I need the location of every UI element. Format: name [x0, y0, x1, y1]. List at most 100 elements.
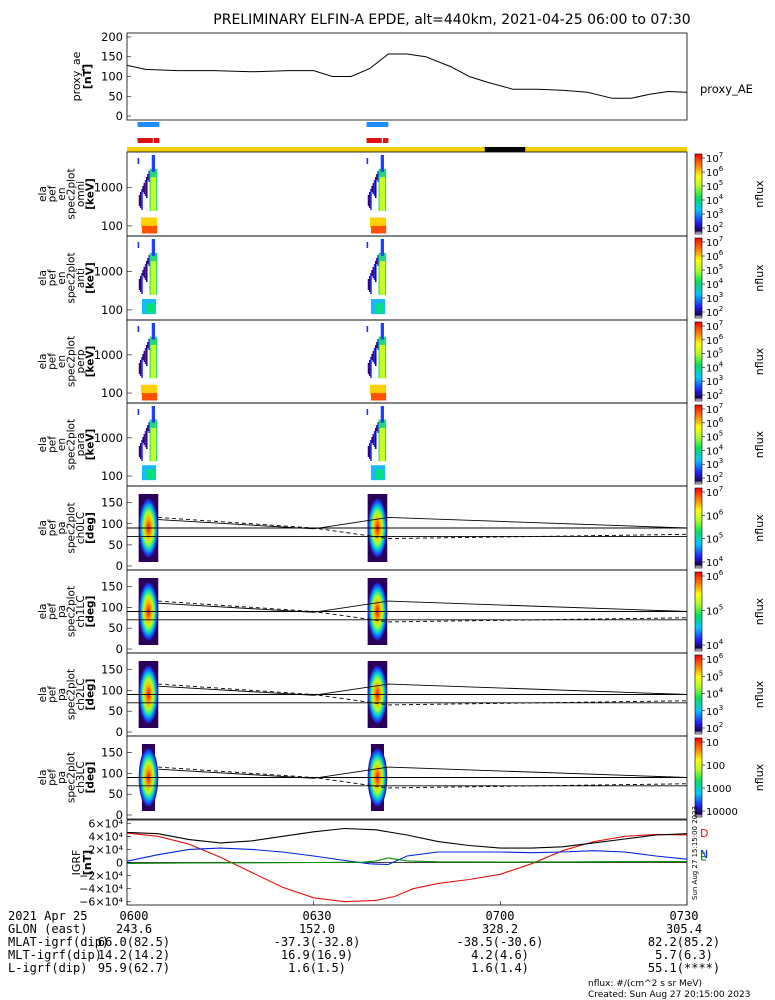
panel-para-noise	[145, 428, 148, 449]
panel-para-noise	[143, 434, 146, 445]
side-stamp: Sun Aug 27 15:15:00 2023	[691, 806, 699, 900]
igrf-ytick-label: 6×10⁴	[88, 817, 123, 830]
panel-anti-noise	[142, 270, 144, 276]
panel-ch1LC-solid-curve	[158, 600, 688, 613]
panel-anti-noise	[374, 261, 377, 282]
panel-anti-noise	[367, 279, 370, 290]
orbit-bar	[127, 147, 687, 152]
panel-para-noise	[374, 428, 377, 449]
zone-1-red-a	[366, 138, 382, 143]
panel-omni-low-red	[370, 225, 387, 234]
panel-omni-noise	[143, 183, 146, 194]
panel-ch0LC-ylabel-line: pef	[46, 519, 58, 536]
panel-perp-noise	[148, 339, 150, 350]
panel-ch1LC-colorbar-ticklabel: 105	[706, 604, 723, 618]
panel-ch0LC-solid-curve	[158, 516, 688, 530]
ephem-r2-c2: -38.5(-30.6)	[457, 935, 544, 949]
spectrogram-panels: 1000100elapefenspec2plotomni[keV]1021031…	[37, 151, 766, 822]
panel-para-frame	[126, 402, 688, 487]
panel-anti-colorbar-ticklabel-exp: 5	[719, 263, 723, 271]
panel-para-colorbar-ticklabel-exp: 2	[719, 471, 723, 479]
panel-ch2LC-ylabel-line: ch2LC	[75, 678, 87, 710]
panel-anti-noise	[138, 279, 141, 290]
panel-anti-colorbar-ticklabel-exp: 3	[719, 291, 723, 299]
panel-omni-burst-0	[137, 155, 158, 234]
eclipse-bar	[484, 147, 526, 152]
panel-perp-colorbar-ticklabel: 105	[706, 347, 723, 361]
panel-ch3LC-colorbar-ticklabel: 10	[706, 738, 719, 749]
panel-para-ylabel-line: en	[56, 438, 68, 451]
panel-ch0LC-ylabel-line: pa	[56, 521, 68, 534]
panel-ch2LC-ytick-label: 150	[101, 663, 123, 677]
panel-omni-colorbar-ticklabel: 107	[706, 151, 723, 165]
ephem-r3-c2: 4.2(4.6)	[471, 948, 529, 962]
panel-ch2LC-dashed-curve	[158, 683, 688, 706]
panel-para-low-green	[375, 469, 384, 480]
panel-anti-ytick-label: 100	[101, 303, 123, 317]
panel-ch3LC-colorbar-ticklabel: 10000	[706, 807, 738, 818]
panel-para-colorbar-label: nflux	[753, 430, 766, 458]
ae-line	[126, 53, 688, 99]
panel-para-ytick-label: 100	[101, 469, 123, 483]
panel-para-colorbar-ticklabel: 105	[706, 430, 723, 444]
panel-perp-colorbar-bar	[694, 321, 703, 402]
ephem-r3-c3: 5.7(6.3)	[655, 948, 713, 962]
panel-para-noise	[370, 440, 372, 461]
panel-omni-colorbar-ticklabel-exp: 3	[719, 207, 723, 215]
panel-ch3LC-ylabel-line: [deg]	[84, 762, 96, 794]
panel-anti-noise	[148, 255, 150, 266]
ae-ylabel-line: proxy_ae	[70, 51, 83, 101]
created-stamp: Created: Sun Aug 27 20:15:00 2023	[588, 990, 750, 1000]
panel-ch0LC-colorbar-ticklabel-exp: 4	[719, 555, 724, 563]
panel-ch0LC-colorbar-label-text: nflux	[753, 514, 766, 542]
panel-anti-colorbar-ticklabel-exp: 7	[719, 235, 723, 243]
igrf-ylabel-line: IGRF	[70, 850, 83, 876]
panel-para-noise	[138, 446, 141, 457]
igrf-series-label-D: D	[700, 827, 708, 840]
panel-perp-noise	[139, 360, 142, 376]
panel-ch1LC-colorbar-bar	[694, 571, 703, 652]
panel-perp-low-yellow	[369, 384, 387, 395]
panel-para-noise	[372, 434, 375, 445]
panel-perp-core	[379, 344, 386, 379]
panel-anti-core	[379, 261, 386, 295]
panel-omni-colorbar-ticklabel: 105	[706, 179, 723, 193]
ae-ylabel: proxy_ae[nT]	[70, 51, 94, 101]
panel-ch3LC-colorbar-ticklabel: 100	[706, 761, 725, 772]
panel-anti-colorbar-ticklabel: 104	[706, 277, 724, 291]
panel-ch2LC-ylabel-line: pa	[56, 688, 68, 701]
panel-omni-noise	[366, 158, 369, 164]
panel-anti-colorbar-ticklabel: 105	[706, 263, 723, 277]
panel-omni-colorbar-ticklabel-exp: 4	[719, 193, 724, 201]
panel-para-noise	[139, 443, 142, 459]
panel-omni-ylabel-line: spec2plot	[65, 168, 77, 219]
panel-perp-colorbar-label-text: nflux	[753, 347, 766, 375]
panel-ch3LC-ylabel-line: pef	[46, 769, 58, 786]
panel-anti-ylabel-line: anti	[75, 268, 87, 288]
panel-perp-noise	[137, 326, 140, 332]
panel-ch1LC-ylabel-line: ch1LC	[75, 595, 87, 627]
ephem-r4-c2: 1.6(1.4)	[471, 961, 529, 975]
panel-omni-noise	[370, 189, 372, 210]
panel-para-noise	[142, 437, 144, 443]
panel-para-burst-1	[366, 406, 387, 481]
panel-perp-noise	[145, 345, 148, 366]
panel-perp-colorbar-ticklabel-exp: 7	[719, 319, 723, 327]
panel-perp-low-red	[141, 393, 158, 401]
igrf-ytick-label: −6×10⁴	[79, 896, 123, 909]
ephem-r0-c0: 0600	[120, 909, 149, 923]
panel-anti-colorbar-ticklabel: 103	[706, 291, 723, 305]
panel-omni-noise	[377, 171, 379, 182]
panel-ch2LC-ylabel-line: ela	[37, 687, 49, 703]
ephem-label-1: GLON (east)	[8, 922, 87, 936]
panel-anti-noise	[147, 258, 149, 264]
panel-para-colorbar-ticklabel: 102	[706, 471, 723, 485]
panel-anti-ylabel-line: en	[56, 271, 68, 284]
panel-anti-top-blue	[380, 239, 384, 256]
panel-ch2LC-colorbar-ticklabel: 105	[706, 669, 723, 683]
panel-anti-noise	[366, 242, 369, 248]
